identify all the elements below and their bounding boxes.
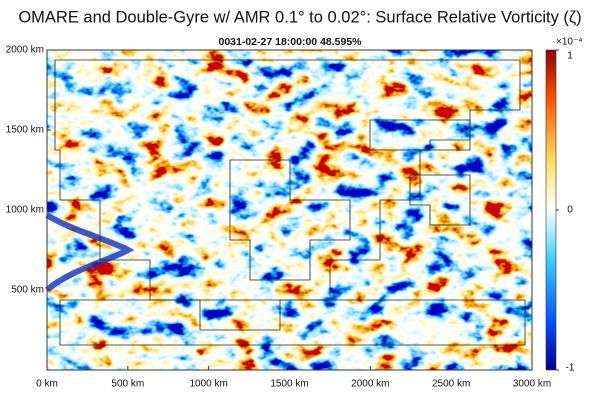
colorbar-scale-label: ×10⁻⁴ bbox=[556, 37, 583, 48]
field bbox=[45, 49, 533, 371]
y-tick-label: 1000 km bbox=[6, 205, 44, 216]
colorbar bbox=[545, 49, 557, 371]
y-tick-label: 500 km bbox=[11, 285, 44, 296]
x-tick-label: 0 km bbox=[36, 379, 58, 390]
colorbar-tick-label: -1 bbox=[566, 363, 575, 374]
y-tick-label: 2000 km bbox=[6, 45, 44, 56]
x-tick-label: 1500 km bbox=[270, 379, 308, 390]
x-tick-label: 3000 km bbox=[513, 379, 551, 390]
x-tick-label: 2000 km bbox=[351, 379, 389, 390]
colorbar-tick-label: 0 bbox=[567, 205, 573, 216]
colorbar-tick-label: 1 bbox=[567, 51, 573, 62]
subtitle: 0031-02-27 18:00:00 48.595% bbox=[218, 36, 362, 48]
x-tick-label: 500 km bbox=[111, 379, 144, 390]
x-tick-label: 1000 km bbox=[189, 379, 227, 390]
y-tick-label: 1500 km bbox=[6, 125, 44, 136]
chart-title: OMARE and Double-Gyre w/ AMR 0.1° to 0.0… bbox=[18, 8, 581, 26]
x-tick-label: 2500 km bbox=[432, 379, 470, 390]
